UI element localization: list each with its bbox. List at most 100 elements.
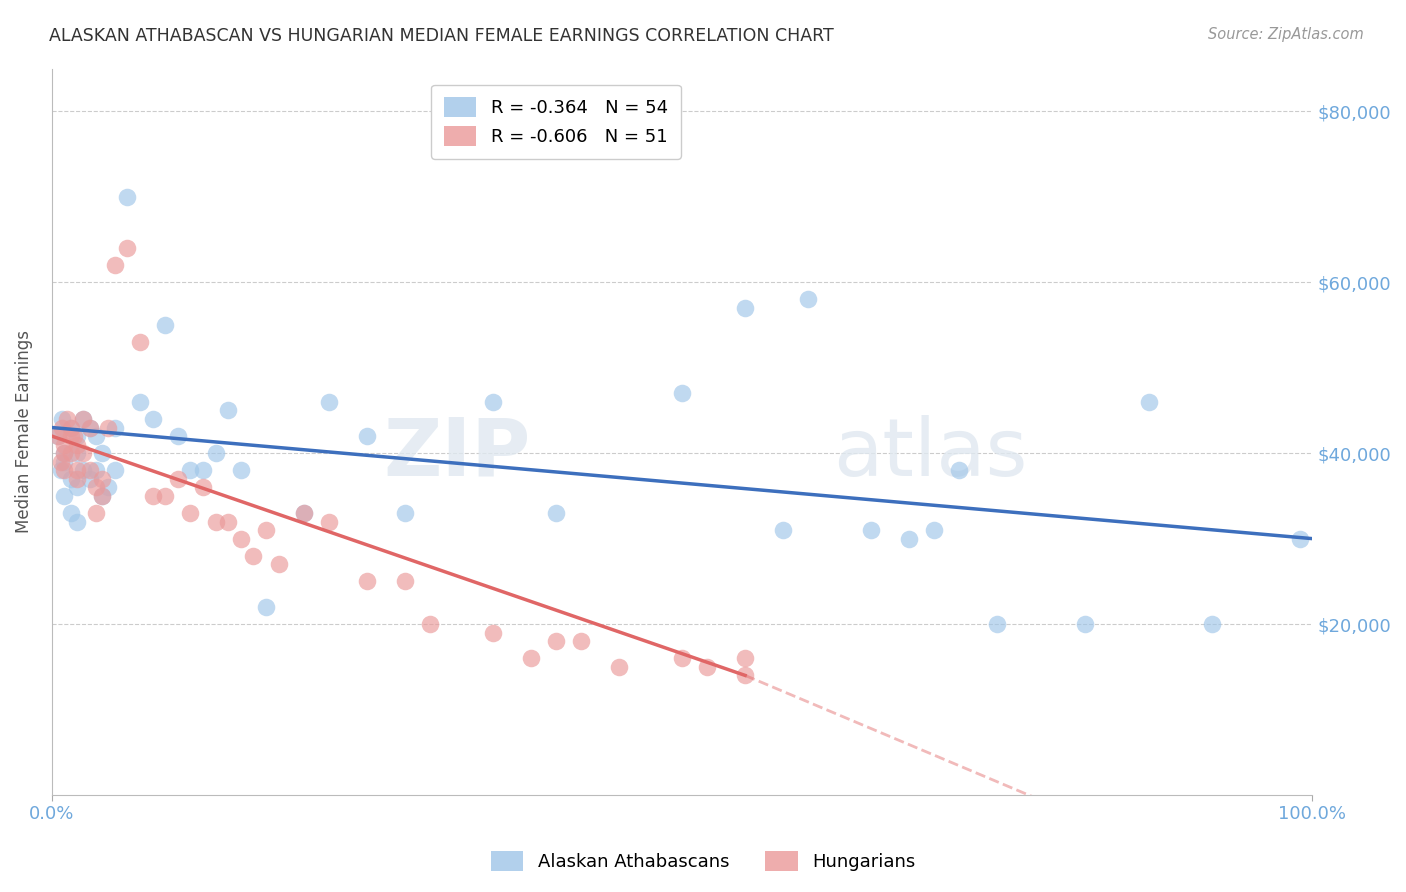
Point (97, 420, 120, 434)
Point (191, 463, 214, 477)
Point (59, 472, 82, 486)
Point (51, 412, 73, 426)
Point (84, 480, 107, 494)
Point (1201, 617, 1223, 632)
Y-axis label: Median Female Earnings: Median Female Earnings (15, 330, 32, 533)
Point (569, 634, 592, 648)
Point (59, 446, 82, 460)
Text: ZIP: ZIP (384, 415, 531, 492)
Point (254, 600, 277, 615)
Point (734, 301, 756, 315)
Point (544, 634, 567, 648)
Point (155, 489, 177, 503)
Point (84, 506, 107, 520)
Point (217, 403, 239, 417)
Point (1288, 532, 1310, 546)
Point (129, 395, 152, 409)
Point (66, 480, 89, 494)
Point (254, 523, 277, 537)
Text: ALASKAN ATHABASCAN VS HUNGARIAN MEDIAN FEMALE EARNINGS CORRELATION CHART: ALASKAN ATHABASCAN VS HUNGARIAN MEDIAN F… (49, 27, 834, 45)
Point (922, 523, 945, 537)
Point (66, 437, 89, 451)
Point (482, 625, 505, 640)
Point (79, 420, 101, 434)
Point (419, 617, 441, 632)
Legend: R = -0.364   N = 54, R = -0.606   N = 51: R = -0.364 N = 54, R = -0.606 N = 51 (432, 85, 681, 159)
Text: Source: ZipAtlas.com: Source: ZipAtlas.com (1208, 27, 1364, 42)
Point (53, 463, 76, 477)
Point (204, 446, 226, 460)
Point (696, 660, 718, 674)
Point (79, 463, 101, 477)
Point (91, 489, 114, 503)
Point (797, 293, 820, 307)
Point (51, 420, 73, 434)
Point (91, 446, 114, 460)
Point (84, 463, 107, 477)
Point (394, 574, 416, 589)
Point (986, 617, 1008, 632)
Point (91, 472, 114, 486)
Point (166, 472, 188, 486)
Point (53, 489, 76, 503)
Point (242, 549, 264, 563)
Point (104, 420, 127, 434)
Point (97, 480, 120, 494)
Point (59, 420, 82, 434)
Point (204, 515, 226, 529)
Point (117, 190, 139, 204)
Point (129, 334, 152, 349)
Point (229, 532, 252, 546)
Point (356, 574, 378, 589)
Point (59, 506, 82, 520)
Point (860, 523, 883, 537)
Point (53, 437, 76, 451)
Point (53, 446, 76, 460)
Point (53, 455, 76, 469)
Point (72, 412, 94, 426)
Point (292, 506, 315, 520)
Point (898, 532, 921, 546)
Point (72, 463, 94, 477)
Point (66, 463, 89, 477)
Point (53, 446, 76, 460)
Point (267, 558, 290, 572)
Point (66, 472, 89, 486)
Point (318, 395, 340, 409)
Point (142, 412, 165, 426)
Point (79, 472, 101, 486)
Point (104, 258, 127, 272)
Point (772, 523, 794, 537)
Point (84, 429, 107, 443)
Point (79, 420, 101, 434)
Point (66, 515, 89, 529)
Point (394, 506, 416, 520)
Point (671, 386, 693, 401)
Point (482, 395, 505, 409)
Point (191, 480, 214, 494)
Text: atlas: atlas (834, 415, 1028, 492)
Point (607, 660, 630, 674)
Point (292, 506, 315, 520)
Point (179, 463, 201, 477)
Point (217, 515, 239, 529)
Point (671, 651, 693, 665)
Point (734, 651, 756, 665)
Point (59, 429, 82, 443)
Point (46, 429, 69, 443)
Point (544, 506, 567, 520)
Point (72, 446, 94, 460)
Point (56, 412, 79, 426)
Point (104, 463, 127, 477)
Point (948, 463, 970, 477)
Point (72, 412, 94, 426)
Point (179, 506, 201, 520)
Point (63, 429, 86, 443)
Point (66, 429, 89, 443)
Point (356, 429, 378, 443)
Point (520, 651, 543, 665)
Point (49, 455, 72, 469)
Point (734, 668, 756, 682)
Point (229, 463, 252, 477)
Point (142, 489, 165, 503)
